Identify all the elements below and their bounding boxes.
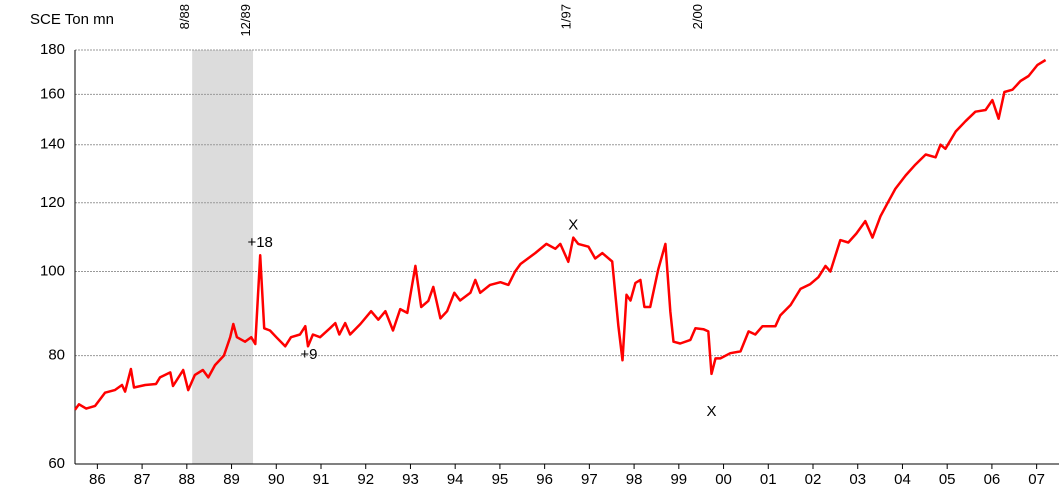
event-label: 2/00 — [690, 4, 705, 29]
x-tick-label: 95 — [492, 471, 509, 488]
x-tick-label: 87 — [134, 471, 151, 488]
x-tick-label: 98 — [626, 471, 643, 488]
x-tick-label: 92 — [357, 471, 374, 488]
annotation: X — [706, 403, 716, 420]
y-axis-label: SCE Ton mn — [30, 11, 114, 28]
x-tick-label: 02 — [805, 471, 822, 488]
x-tick-label: 89 — [223, 471, 240, 488]
x-tick-label: 04 — [894, 471, 911, 488]
annotation: X — [568, 217, 578, 234]
y-tick-label: 100 — [40, 262, 65, 279]
x-tick-label: 01 — [760, 471, 777, 488]
shaded-period — [192, 50, 254, 464]
y-tick-label: 60 — [48, 455, 65, 472]
x-tick-label: 88 — [178, 471, 195, 488]
y-tick-label: 180 — [40, 41, 65, 58]
x-tick-label: 97 — [581, 471, 598, 488]
x-tick-label: 99 — [670, 471, 687, 488]
annotation: +18 — [247, 234, 272, 251]
y-tick-label: 140 — [40, 136, 65, 153]
x-tick-label: 90 — [268, 471, 285, 488]
y-tick-label: 120 — [40, 194, 65, 211]
shade-label: 8/88 — [177, 4, 192, 29]
annotation: +9 — [300, 346, 317, 363]
x-tick-label: 93 — [402, 471, 419, 488]
data-line — [73, 58, 1047, 411]
x-tick-label: 07 — [1028, 471, 1045, 488]
x-tick-label: 05 — [939, 471, 956, 488]
x-tick-label: 06 — [984, 471, 1001, 488]
x-tick-label: 00 — [715, 471, 732, 488]
x-tick-label: 94 — [447, 471, 464, 488]
x-tick-label: 86 — [89, 471, 106, 488]
x-tick-label: 91 — [313, 471, 330, 488]
x-tick-label: 03 — [849, 471, 866, 488]
y-tick-label: 160 — [40, 85, 65, 102]
shade-label: 12/89 — [238, 4, 253, 37]
x-tick-label: 96 — [536, 471, 553, 488]
event-label: 1/97 — [558, 4, 573, 29]
y-tick-label: 80 — [48, 347, 65, 364]
